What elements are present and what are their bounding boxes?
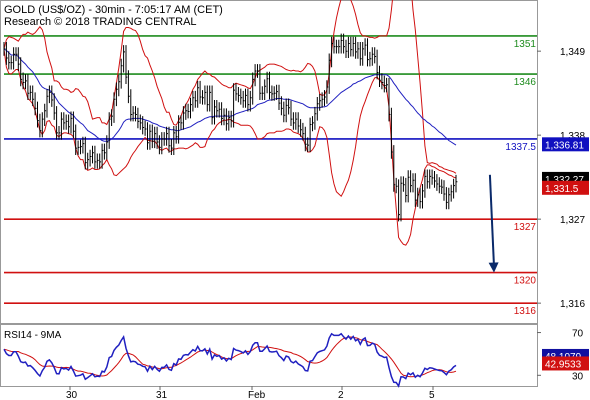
moving-average-line bbox=[3, 48, 457, 146]
rsi-y-tick-label: 70 bbox=[572, 329, 584, 340]
rsi-y-tick-label: 30 bbox=[572, 371, 584, 382]
rsi-ma-badge-text: 42.9533 bbox=[545, 359, 582, 370]
bollinger-lower-line bbox=[3, 48, 457, 246]
forecast-arrow-head bbox=[488, 262, 499, 273]
badge-current-text: 1,332.27 bbox=[545, 175, 584, 186]
x-tick-label: 5 bbox=[429, 390, 435, 400]
support-2-label: 1320 bbox=[514, 276, 537, 287]
x-tick-label: 31 bbox=[156, 390, 168, 400]
price-indicators bbox=[3, 0, 457, 246]
chart-title: GOLD (US$/OZ) - 30min - 7:05:17 AM (CET) bbox=[4, 4, 223, 16]
badge-1331-box bbox=[542, 180, 589, 195]
axes: 1,349 1,338 1,327 1,316 70 30 30 31 Feb 2 5 bbox=[66, 47, 585, 400]
price-y-tick-label: 1,338 bbox=[560, 131, 585, 142]
resistance-1-label: 1346 bbox=[514, 77, 537, 88]
x-tick-label: 30 bbox=[66, 390, 78, 400]
value-badges: 1,336.811,332.271,331.548.107942.9533 bbox=[542, 137, 589, 371]
price-y-tick-label: 1,349 bbox=[560, 47, 585, 58]
support-1-label: 1327 bbox=[514, 222, 537, 233]
price-overlay bbox=[488, 174, 499, 273]
support-3-label: 1316 bbox=[514, 306, 537, 317]
badge-1331-text: 1,331.5 bbox=[545, 184, 579, 195]
price-bar-series bbox=[3, 33, 458, 222]
bollinger-upper-line bbox=[3, 0, 457, 174]
x-tick-label: 2 bbox=[338, 390, 344, 400]
badge-1336-text: 1,336.81 bbox=[545, 140, 584, 151]
price-y-tick-label: 1,316 bbox=[560, 299, 585, 310]
resistance-2-label: 1351 bbox=[514, 39, 537, 50]
price-pane-frame bbox=[0, 0, 538, 324]
rsi-title: RSI14 - 9MA bbox=[4, 330, 62, 341]
rsi-lines bbox=[3, 332, 457, 388]
price-levels: 1351 1346 1337.5 1327 1320 1316 bbox=[4, 35, 537, 317]
rsi-line bbox=[3, 332, 457, 388]
rsi-ma-badge-box bbox=[542, 356, 589, 371]
chart-copyright: Research © 2018 TRADING CENTRAL bbox=[4, 16, 197, 28]
pivot-label: 1337.5 bbox=[505, 142, 536, 153]
rsi-ma-line bbox=[3, 336, 457, 378]
forecast-arrow-shaft bbox=[488, 174, 495, 267]
rsi-pane-frame bbox=[0, 324, 538, 387]
x-tick-label: Feb bbox=[248, 390, 266, 400]
price-y-tick-label: 1,327 bbox=[560, 215, 585, 226]
price-bars bbox=[3, 33, 458, 222]
badge-1336-box bbox=[542, 137, 589, 152]
